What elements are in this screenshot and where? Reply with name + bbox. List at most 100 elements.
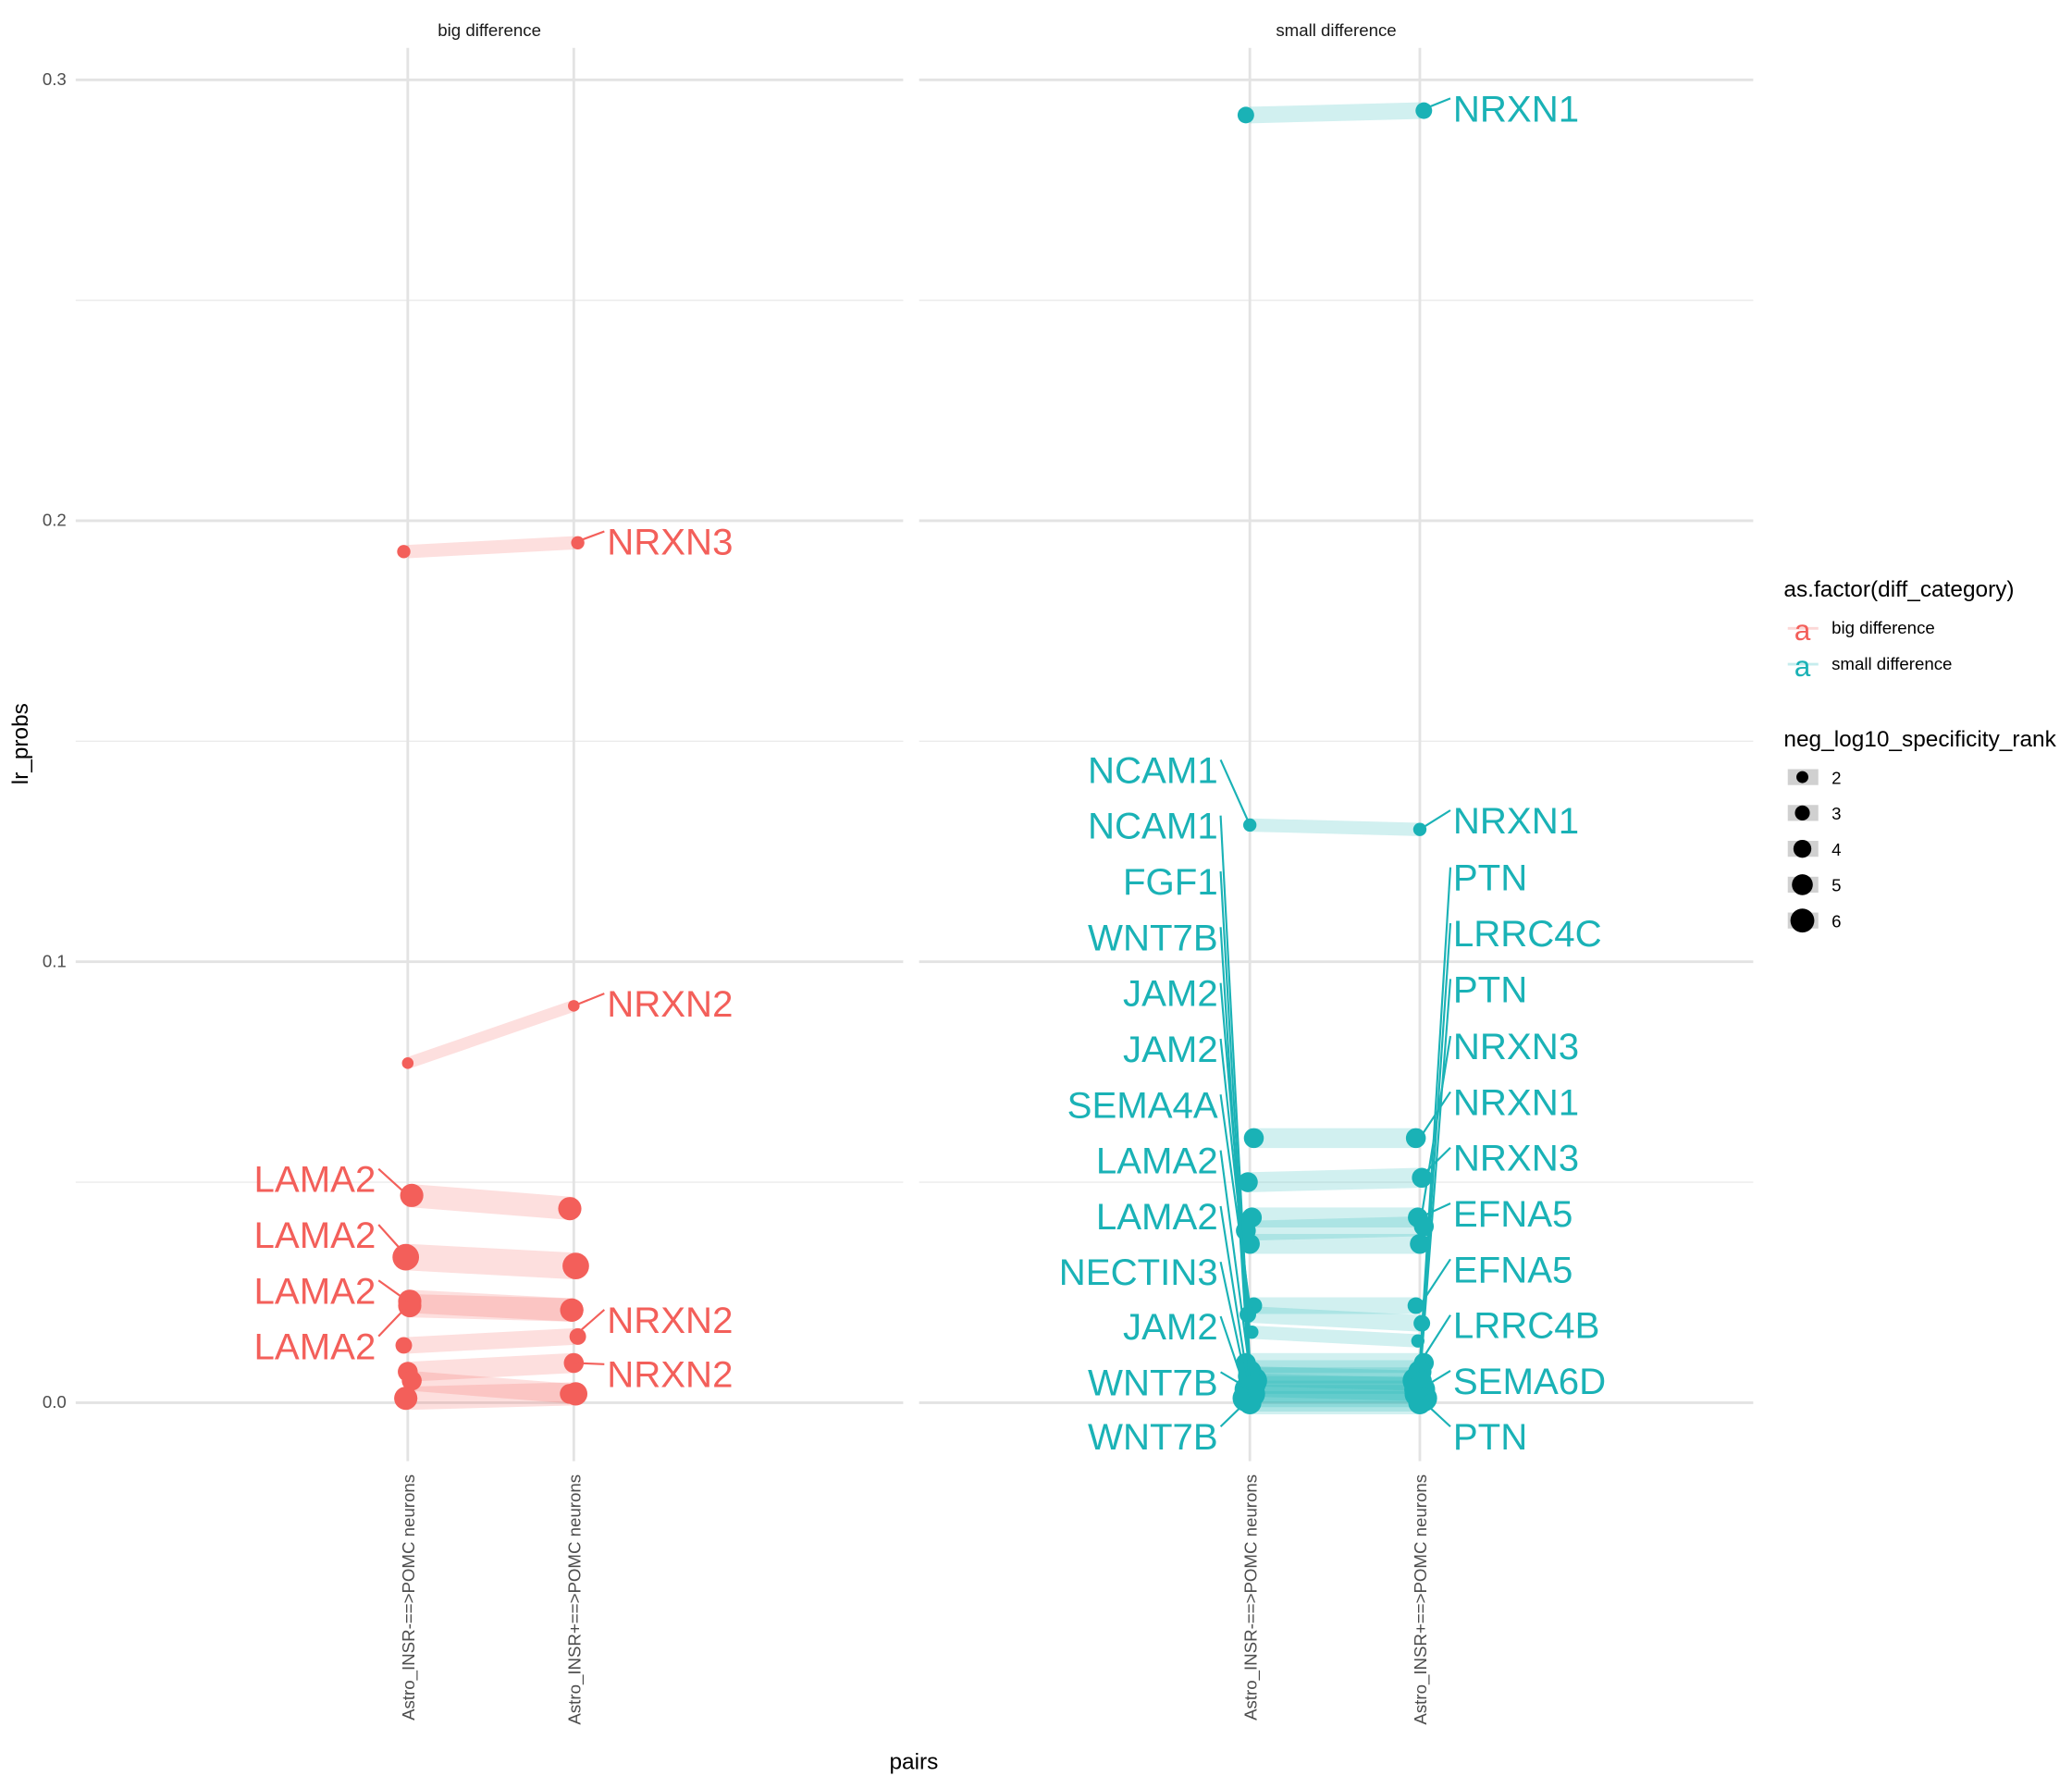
segment: [1249, 1366, 1421, 1391]
point-end: [1410, 1234, 1430, 1254]
label-leader-line: [1219, 1315, 1252, 1403]
point-end: [571, 536, 585, 549]
gene-label: NRXN2: [607, 1354, 733, 1396]
gene-label: JAM2: [1123, 1029, 1218, 1070]
gene-label: NRXN2: [607, 983, 733, 1025]
gene-label: SEMA6D: [1453, 1361, 1606, 1402]
label-leader-line: [1418, 979, 1452, 1381]
point-start: [1238, 1172, 1258, 1192]
marks: [392, 102, 1437, 1414]
gene-label: LAMA2: [1096, 1141, 1218, 1182]
segment: [407, 1289, 574, 1322]
label-leader-line: [1419, 1202, 1451, 1219]
gene-label: LRRC4C: [1453, 913, 1602, 955]
label-leader-line: [573, 530, 605, 544]
point-start: [401, 1057, 414, 1069]
label-leader-line: [1219, 758, 1252, 826]
gene-label: PTN: [1453, 1416, 1527, 1458]
label-leader-line: [1219, 1205, 1252, 1395]
legend-size-dot-icon: [1792, 874, 1813, 895]
gene-labels: NRXN3 NRXN2 LAMA2 LAMA2 LAMA2 NRXN2 LAMA2 NRXN2…: [254, 88, 1607, 1458]
label-leader-line: [377, 1304, 409, 1338]
legend-color-item: big difference: [1832, 618, 1935, 637]
segment: [406, 1183, 575, 1221]
facet-strip-label: big difference: [438, 20, 541, 40]
label-leader-line: [1219, 1094, 1252, 1306]
legend-text-key-icon: a: [1794, 613, 1811, 647]
label-leader-line: [377, 1167, 409, 1197]
grid: [75, 47, 1754, 1462]
axes: pairs lr_probs big difference Astro_INSR-…: [8, 20, 1431, 1775]
label-leader-line: [1419, 1146, 1451, 1179]
y-tick-label: 0.0: [43, 1392, 67, 1412]
gene-label: NCAM1: [1088, 749, 1218, 791]
point-end: [569, 1327, 586, 1345]
legend: as.factor(diff_category) neg_log10_speci…: [1783, 577, 2057, 933]
gene-label: LAMA2: [254, 1326, 376, 1368]
segment: [1249, 1215, 1421, 1241]
gene-label: LAMA2: [254, 1159, 376, 1201]
point-start: [395, 1337, 413, 1354]
legend-size-item: 2: [1832, 768, 1841, 787]
label-leader-line: [1419, 1397, 1451, 1428]
label-leader-line: [1219, 870, 1252, 1381]
segment: [407, 536, 574, 559]
legend-size-item: 4: [1832, 840, 1841, 859]
point-end: [1415, 102, 1433, 119]
legend-size-dot-icon: [1794, 805, 1810, 820]
label-leader-line: [1219, 1397, 1251, 1428]
gene-label: PTN: [1453, 968, 1527, 1010]
gene-label: FGF1: [1123, 861, 1218, 903]
point-end: [562, 1252, 589, 1279]
legend-size-item: 6: [1832, 911, 1841, 931]
point-start: [397, 545, 411, 559]
gene-label: NRXN3: [1453, 1138, 1579, 1179]
segment: [1249, 1306, 1421, 1332]
x-tick-label: Astro_INSR+==>POMC neurons: [1411, 1474, 1431, 1725]
point-start: [394, 1387, 418, 1411]
segment: [1249, 1373, 1421, 1401]
gene-label: WNT7B: [1088, 917, 1218, 958]
x-axis-title: pairs: [889, 1750, 938, 1775]
segment: [1249, 1325, 1421, 1348]
legend-size-item: 5: [1832, 876, 1841, 895]
label-leader-line: [1219, 1261, 1252, 1399]
gene-label: WNT7B: [1088, 1362, 1218, 1403]
y-tick-label: 0.1: [43, 951, 67, 970]
label-leader-line: [574, 1362, 605, 1365]
label-leader-line: [1419, 1314, 1451, 1364]
label-leader-line: [573, 993, 605, 1007]
legend-size-item: 3: [1832, 804, 1841, 823]
segment: [407, 1352, 574, 1382]
label-leader-line: [1419, 1370, 1451, 1391]
gene-label: JAM2: [1123, 1306, 1218, 1348]
point-end: [560, 1298, 584, 1322]
point-end: [1405, 1128, 1426, 1149]
gene-label: LAMA2: [1096, 1196, 1218, 1238]
label-leader-line: [1219, 1150, 1252, 1373]
segment: [406, 1370, 575, 1404]
x-tick-label: Astro_INSR-==>POMC neurons: [399, 1474, 419, 1720]
point-start: [1237, 106, 1254, 124]
gene-label: SEMA4A: [1067, 1084, 1218, 1126]
label-leader-line: [1419, 1258, 1451, 1307]
label-leader-line: [1220, 1371, 1251, 1391]
gene-label: NRXN3: [607, 521, 733, 562]
point-start: [1243, 1128, 1264, 1149]
gene-label: NRXN1: [1453, 88, 1579, 130]
point-start: [398, 1293, 422, 1318]
x-tick-label: Astro_INSR+==>POMC neurons: [564, 1474, 585, 1725]
gene-label: NCAM1: [1088, 806, 1218, 847]
y-tick-label: 0.2: [43, 511, 67, 530]
segment: [1249, 102, 1421, 124]
segment: [407, 1382, 574, 1411]
segment: [1249, 1167, 1421, 1192]
legend-size-title: neg_log10_specificity_rank: [1783, 727, 2056, 752]
gene-label: NRXN3: [1453, 1026, 1579, 1067]
label-leader-line: [1418, 922, 1452, 1373]
gene-label: NRXN1: [1453, 800, 1579, 842]
facet-strip-label: small difference: [1276, 20, 1396, 40]
point-end: [558, 1197, 582, 1221]
gene-label: NECTIN3: [1059, 1252, 1218, 1293]
